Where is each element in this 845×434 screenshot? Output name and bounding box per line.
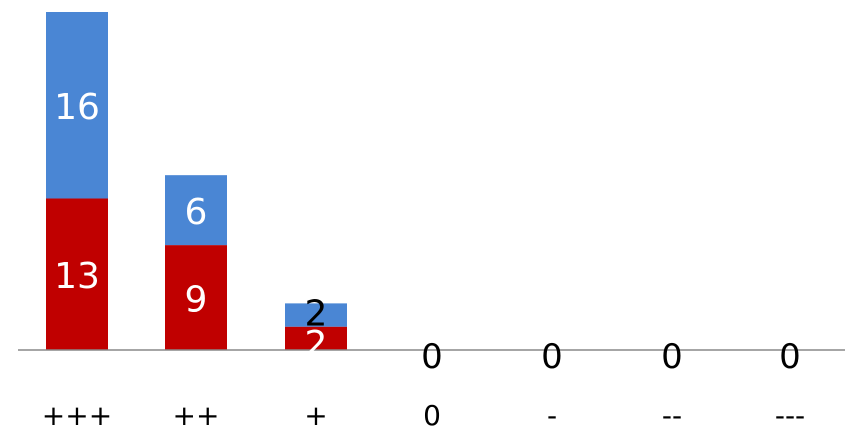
x-tick-label: - — [547, 399, 557, 432]
data-label: 16 — [54, 87, 100, 128]
labels-group: 13 16 +++ 9 6 ++ 22 +0 0 0 - 0 -- 0 --- — [42, 87, 805, 432]
total-label: 0 — [661, 337, 683, 377]
x-tick-label: ++ — [173, 399, 220, 432]
total-label: 0 — [779, 337, 801, 377]
data-label: 13 — [54, 256, 100, 297]
bar-segment-plusplus-s2 — [165, 175, 227, 246]
bar-segment-plusplus-s1 — [165, 245, 227, 350]
x-tick-label: -- — [662, 399, 682, 432]
total-label: 0 — [541, 337, 563, 377]
data-label: 2 — [305, 324, 328, 365]
bar-segment-plus-s1 — [285, 326, 347, 350]
data-label: 9 — [185, 280, 208, 321]
bar-segment-plusplusplus-s2 — [46, 12, 108, 199]
data-label: 2 — [305, 293, 328, 334]
x-tick-label: + — [304, 399, 327, 432]
bar-segment-plus-s2 — [285, 303, 347, 327]
total-label: 0 — [421, 337, 443, 377]
x-tick-label: +++ — [42, 399, 112, 432]
bar-segment-plusplusplus-s1 — [46, 198, 108, 350]
data-label: 6 — [185, 192, 208, 233]
bars-group — [46, 12, 347, 350]
x-tick-label: --- — [775, 399, 805, 432]
x-tick-label: 0 — [423, 399, 441, 432]
